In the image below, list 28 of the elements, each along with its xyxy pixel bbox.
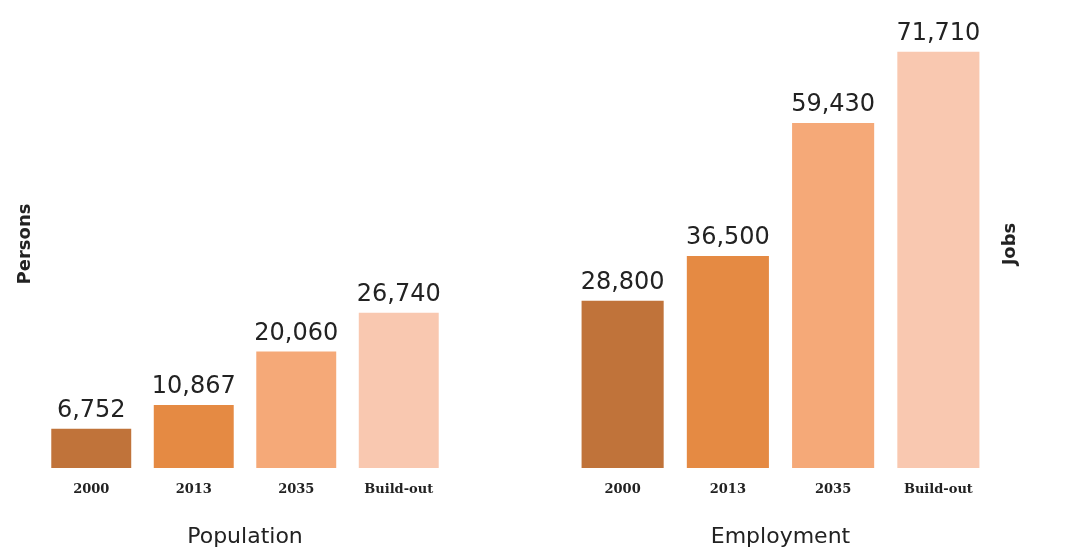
x-axis-title: Population	[187, 522, 303, 548]
data-label: 71,710	[896, 17, 981, 46]
x-tick-label: Build-out	[903, 481, 973, 496]
data-label: 28,800	[580, 266, 665, 295]
x-tick-label: 2035	[815, 481, 852, 496]
bar	[256, 351, 337, 468]
y-axis-title: Jobs	[997, 222, 1019, 268]
x-tick-label: 2000	[604, 481, 641, 496]
x-tick-label: 2013	[709, 481, 746, 496]
bar	[153, 404, 234, 468]
x-axis-title: Employment	[710, 522, 851, 548]
x-tick-label: 2000	[73, 481, 110, 496]
x-tick-label: 2035	[278, 481, 315, 496]
data-label: 36,500	[685, 222, 770, 251]
data-label: 59,430	[791, 88, 876, 117]
bar	[686, 256, 769, 468]
x-tick-label: 2013	[175, 481, 212, 496]
bar	[581, 300, 664, 468]
y-axis-title: Persons	[12, 203, 34, 285]
bar	[358, 312, 439, 468]
data-label: 26,740	[356, 278, 441, 307]
bar	[51, 428, 132, 468]
data-label: 10,867	[151, 370, 236, 399]
data-label: 20,060	[254, 317, 339, 346]
x-tick-label: Build-out	[364, 481, 434, 496]
bar	[897, 51, 980, 468]
bar	[792, 122, 875, 468]
data-label: 6,752	[56, 394, 126, 423]
